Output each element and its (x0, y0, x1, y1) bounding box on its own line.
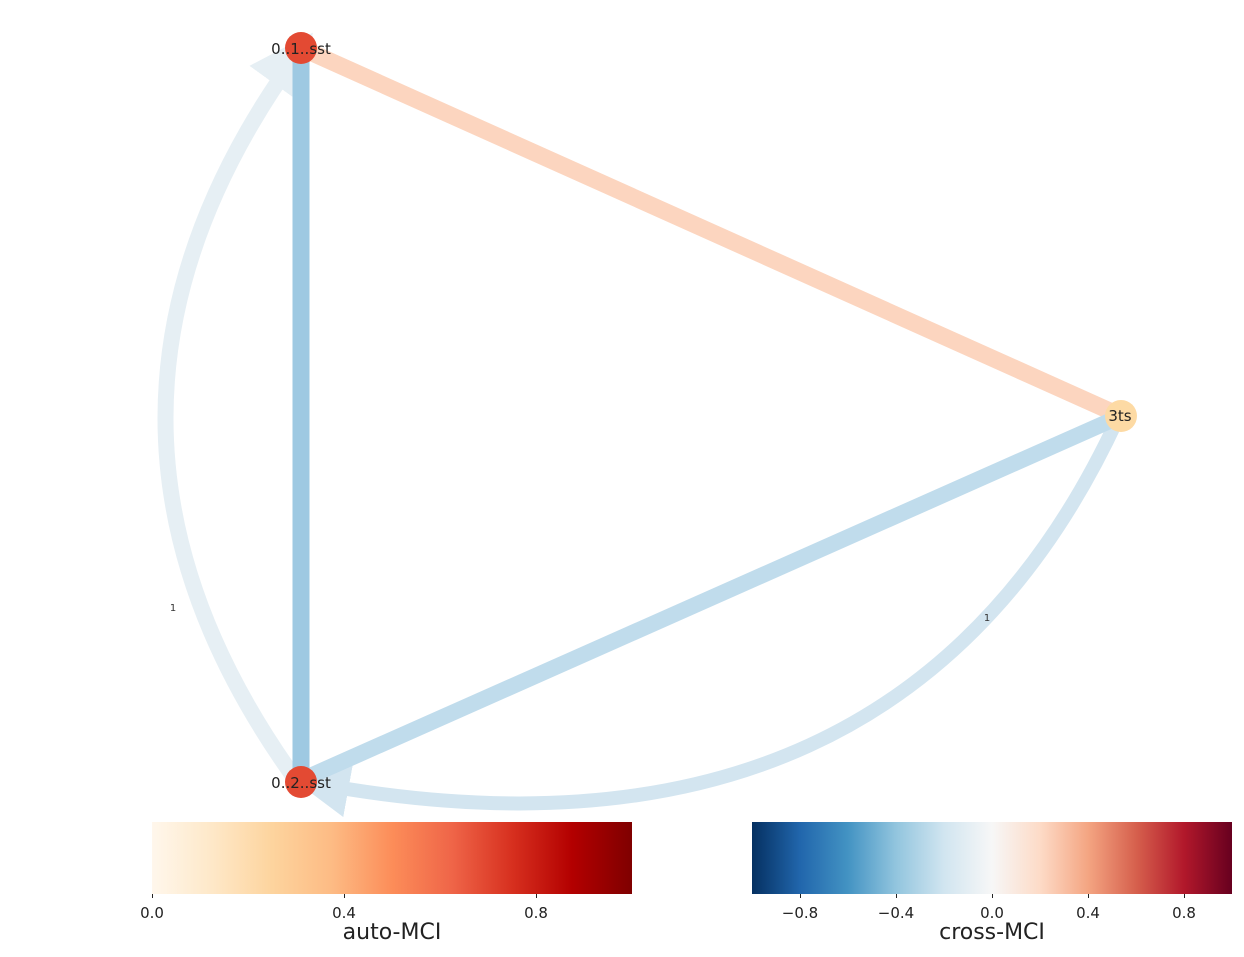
tick-mark (800, 894, 801, 898)
node-label: 3ts (1108, 407, 1131, 425)
tick-mark (992, 894, 993, 898)
colorbar-title: cross-MCI (939, 920, 1045, 945)
tick-label: −0.8 (781, 904, 819, 922)
node-circle (1105, 400, 1137, 432)
node-circle (285, 766, 317, 798)
tick-mark (344, 894, 345, 898)
edge-label: 1 (170, 603, 176, 614)
colorbar-title: auto-MCI (342, 920, 442, 945)
tick-mark (1088, 894, 1089, 898)
tick-label: 0.4 (332, 904, 356, 922)
node-label: 0..2..sst (271, 774, 331, 792)
tick-label: −0.4 (877, 904, 915, 922)
colorbar-gradient (152, 822, 632, 894)
tick-mark (152, 894, 153, 898)
colorbar-cross-mci: −0.8 −0.4 0.0 0.4 0.8 cross-MCI (752, 822, 1232, 952)
node-label: 0..1..sst (271, 40, 331, 58)
tick-label: 0.0 (980, 904, 1004, 922)
edge-link-n2-n3 (297, 408, 1125, 788)
node-circle (285, 32, 317, 64)
tick-label: 0.8 (524, 904, 548, 922)
edge-arrow-n2-n1 (157, 32, 313, 785)
tick-label: 0.4 (1076, 904, 1100, 922)
edge-label: 1 (984, 613, 990, 624)
tick-label: 0.8 (1172, 904, 1196, 922)
tick-mark (896, 894, 897, 898)
tick-mark (1184, 894, 1185, 898)
tick-mark (536, 894, 537, 898)
colorbar-gradient (752, 822, 1232, 894)
tick-label: 0.0 (140, 904, 164, 922)
network-graph: 0..1..sst 0..2..sst 3ts 1 1 (157, 32, 1137, 818)
edge-arrow-n3-n2 (293, 415, 1125, 818)
edge-link-n1-n3 (297, 40, 1125, 424)
colorbar-auto-mci: 0.0 0.4 0.8 auto-MCI (140, 822, 632, 952)
